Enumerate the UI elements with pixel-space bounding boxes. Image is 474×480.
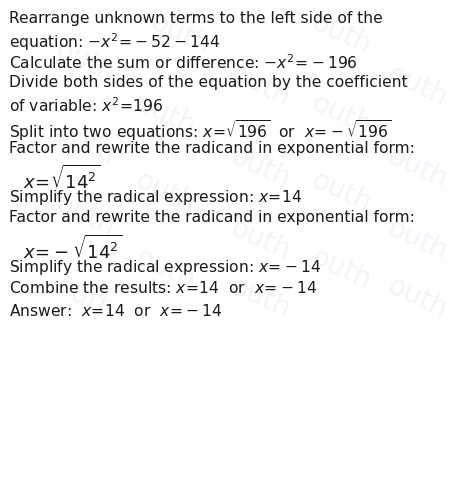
Text: Simplify the radical expression: $x\!=\!-14$: Simplify the radical expression: $x\!=\!… — [9, 258, 321, 277]
Text: outh: outh — [383, 214, 452, 266]
Text: Split into two equations: $x\!=\!\sqrt{196}$  or  $x\!=\!-\sqrt{196}$: Split into two equations: $x\!=\!\sqrt{1… — [9, 118, 391, 143]
Text: outh: outh — [307, 8, 376, 60]
Text: outh: outh — [383, 272, 452, 324]
Text: Simplify the radical expression: $x\!=\!14$: Simplify the radical expression: $x\!=\!… — [9, 188, 302, 207]
Text: Factor and rewrite the radicand in exponential form:: Factor and rewrite the radicand in expon… — [9, 141, 414, 156]
Text: Divide both sides of the equation by the coefficient: Divide both sides of the equation by the… — [9, 75, 407, 90]
Text: outh: outh — [51, 118, 120, 170]
Text: outh: outh — [51, 190, 120, 242]
Text: outh: outh — [383, 142, 452, 194]
Text: outh: outh — [383, 60, 452, 112]
Text: outh: outh — [226, 142, 295, 194]
Text: outh: outh — [307, 166, 376, 218]
Text: outh: outh — [131, 243, 201, 295]
Text: Combine the results: $x\!=\!14$  or  $x\!=\!-14$: Combine the results: $x\!=\!14$ or $x\!=… — [9, 280, 317, 296]
Text: outh: outh — [146, 8, 215, 60]
Text: outh: outh — [226, 272, 295, 324]
Text: outh: outh — [307, 89, 376, 141]
Text: $x\!=\!\sqrt{14^2}$: $x\!=\!\sqrt{14^2}$ — [23, 164, 100, 192]
Text: outh: outh — [131, 166, 201, 218]
Text: outh: outh — [51, 272, 120, 324]
Text: Factor and rewrite the radicand in exponential form:: Factor and rewrite the radicand in expon… — [9, 210, 414, 225]
Text: $x\!=\!-\sqrt{14^2}$: $x\!=\!-\sqrt{14^2}$ — [23, 234, 122, 263]
Text: Answer:  $x\!=\!14$  or  $x\!=\!-14$: Answer: $x\!=\!14$ or $x\!=\!-14$ — [9, 303, 222, 319]
Text: of variable: $x^2\!=\!196$: of variable: $x^2\!=\!196$ — [9, 96, 163, 115]
Text: outh: outh — [51, 36, 120, 88]
Text: equation: $-x^2\!=\!-52-144$: equation: $-x^2\!=\!-52-144$ — [9, 32, 220, 53]
Text: outh: outh — [226, 214, 295, 266]
Text: Rearrange unknown terms to the left side of the: Rearrange unknown terms to the left side… — [9, 11, 383, 25]
Text: outh: outh — [226, 60, 295, 112]
Text: Calculate the sum or difference: $-x^2\!=\!-196$: Calculate the sum or difference: $-x^2\!… — [9, 54, 357, 72]
Text: outh: outh — [307, 243, 376, 295]
Text: outh: outh — [131, 89, 201, 141]
